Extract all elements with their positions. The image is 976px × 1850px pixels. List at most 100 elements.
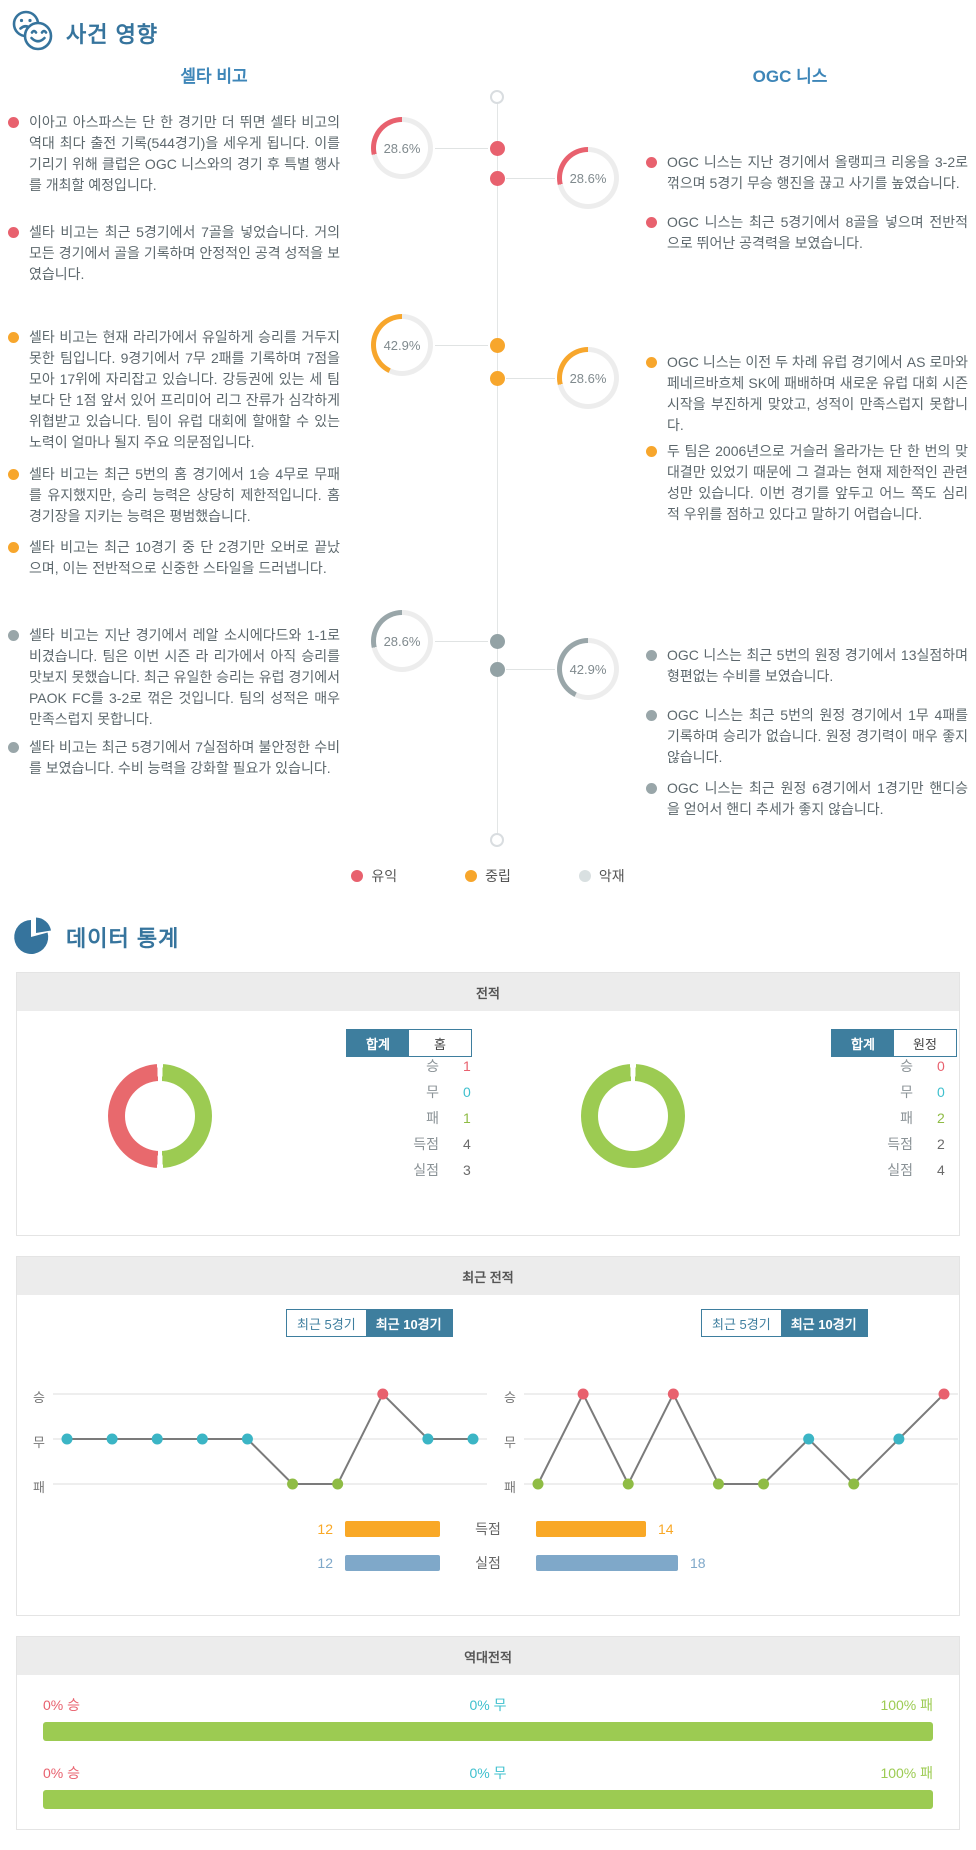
bullet-dot-icon — [646, 157, 657, 168]
impact-ring: 28.6% — [371, 117, 433, 179]
axis-label-draw: 무 — [33, 1435, 45, 1450]
legend-item-neutral: 중립 — [465, 866, 511, 886]
stat-label: 실점 — [413, 1162, 439, 1178]
impact-item: OGC 니스는 지난 경기에서 올랭피크 리옹을 3-2로 꺾으며 5경기 무승… — [646, 152, 968, 194]
tab-last10[interactable]: 최근 10경기 — [780, 1310, 867, 1336]
impact-ring: 42.9% — [371, 314, 433, 376]
impact-item: OGC 니스는 최근 5경기에서 8골을 넣으며 전반적으로 뛰어난 공격력을 … — [646, 212, 968, 254]
stat-label: 패 — [426, 1110, 439, 1126]
record-right-toggle: 합계 원정 — [831, 1029, 957, 1057]
timeline-dot — [489, 370, 505, 386]
form-point-패 — [758, 1478, 770, 1490]
tab-total[interactable]: 합계 — [832, 1030, 894, 1056]
left-goals-bar — [345, 1521, 440, 1537]
record-panel-body: 합계 홈 합계 원정 승 1 무 0 패 1 득점 4 실점 3 승 0 무 0 패 2 득점 2 실점 4 — [17, 1011, 959, 1235]
h2h-draw-label: 0% 무 — [469, 1765, 507, 1781]
right-conceded-value: 18 — [690, 1555, 706, 1571]
axis-label-loss: 패 — [33, 1480, 45, 1495]
tab-last5[interactable]: 최근 5경기 — [702, 1310, 781, 1336]
bullet-dot-icon — [646, 650, 657, 661]
data-stats-title: 데이터 통계 — [66, 926, 180, 951]
recent-form-charts: 승 무 패 승 무 패 — [17, 1295, 959, 1495]
impact-item: 셀타 비고는 최근 10경기 중 단 2경기만 오버로 끝났으며, 이는 전반적… — [8, 537, 340, 579]
stat-value: 0 — [937, 1058, 945, 1074]
stat-label: 패 — [900, 1110, 913, 1126]
tab-home[interactable]: 홈 — [409, 1030, 471, 1056]
impact-item-text: 셀타 비고는 현재 라리가에서 유일하게 승리를 거두지 못한 팀입니다. 9경… — [29, 329, 340, 450]
stat-value: 2 — [937, 1110, 945, 1126]
connector-line — [506, 178, 555, 179]
bullet-dot-icon — [8, 469, 19, 480]
stat-label: 무 — [426, 1084, 439, 1100]
form-point-승 — [667, 1388, 679, 1400]
impact-ring: 42.9% — [557, 638, 619, 700]
impact-item-text: OGC 니스는 최근 5번의 원정 경기에서 1무 4패를 기록하며 승리가 없… — [667, 707, 968, 765]
axis-label-loss: 패 — [504, 1480, 516, 1495]
recent-right-toggle: 최근 5경기 최근 10경기 — [701, 1309, 868, 1337]
axis-label-draw: 무 — [504, 1435, 516, 1450]
tab-away[interactable]: 원정 — [894, 1030, 956, 1056]
pie-chart-icon — [10, 912, 56, 963]
tab-last5[interactable]: 최근 5경기 — [287, 1310, 366, 1336]
impact-percentage: 28.6% — [569, 170, 607, 186]
bullet-dot-icon — [8, 542, 19, 553]
record-stats-left: 승 1 무 0 패 1 득점 4 실점 3 — [347, 1056, 497, 1186]
form-line-chart-left — [53, 1388, 487, 1490]
tab-last10[interactable]: 최근 10경기 — [365, 1310, 452, 1336]
left-conceded-bar-row: 12 — [17, 1555, 440, 1571]
form-point-패 — [287, 1478, 299, 1490]
tab-total[interactable]: 합계 — [347, 1030, 409, 1056]
connector-line — [506, 378, 555, 379]
left-conceded-bar — [345, 1555, 440, 1571]
form-point-패 — [332, 1478, 344, 1490]
h2h-labels: 0% 승 0% 무 100% 패 — [43, 1695, 933, 1715]
impact-percentage: 28.6% — [383, 633, 421, 649]
legend-label: 중립 — [485, 868, 511, 884]
negative-dot-icon — [578, 870, 591, 882]
stat-row: 실점 4 — [821, 1160, 971, 1186]
legend-item-negative: 악재 — [578, 866, 625, 886]
timeline-endpoint-top — [490, 90, 504, 104]
impact-item: 셀타 비고는 지난 경기에서 레알 소시에다드와 1-1로 비겼습니다. 팀은 … — [8, 625, 340, 730]
form-point-패 — [848, 1478, 860, 1490]
h2h-panel-body: 0% 승 0% 무 100% 패 0% 승 0% 무 100% 패 — [17, 1675, 959, 1829]
form-line-chart-right — [524, 1388, 958, 1490]
impact-percentage: 28.6% — [383, 140, 421, 156]
left-goals-bar-row: 12 — [17, 1521, 440, 1537]
bullet-dot-icon — [646, 446, 657, 457]
h2h-bar — [43, 1790, 933, 1809]
form-point-승 — [577, 1388, 589, 1400]
goals-label: 득점 — [475, 1521, 501, 1537]
timeline-line — [497, 97, 498, 840]
bullet-dot-icon — [646, 783, 657, 794]
data-stats-header: 데이터 통계 — [0, 904, 976, 960]
stat-value: 3 — [463, 1162, 471, 1178]
goals-bars: 12 득점 14 12 실점 18 — [17, 1519, 959, 1573]
impact-ring: 28.6% — [371, 610, 433, 672]
impact-item: 이아고 아스파스는 단 한 경기만 더 뛰면 셀타 비고의 역대 최다 출전 기… — [8, 112, 340, 196]
recent-panel-body: 최근 5경기 최근 10경기 최근 5경기 최근 10경기 승 무 패 — [17, 1295, 959, 1615]
form-point-승 — [938, 1388, 950, 1400]
left-team-title: 셀타 비고 — [180, 67, 248, 86]
impact-percentage: 42.9% — [569, 661, 607, 677]
axis-label-win: 승 — [33, 1390, 45, 1405]
form-point-무 — [61, 1433, 73, 1445]
h2h-win-label: 0% 승 — [43, 1697, 81, 1713]
neutral-dot-icon — [465, 870, 478, 882]
axis-label-win: 승 — [504, 1390, 516, 1405]
legend-item-positive: 유익 — [351, 866, 397, 886]
bullet-dot-icon — [8, 742, 19, 753]
impact-item-text: 셀타 비고는 최근 10경기 중 단 2경기만 오버로 끝났으며, 이는 전반적… — [29, 539, 340, 576]
recent-left-toggle: 최근 5경기 최근 10경기 — [286, 1309, 453, 1337]
h2h-bar-segment-loss — [43, 1722, 933, 1741]
stat-label: 승 — [426, 1058, 439, 1074]
h2h-bar — [43, 1722, 933, 1741]
event-impact-timeline: 셀타 비고 OGC 니스 28.6% 28.6% 이아고 아스파스는 단 한 경기만… — [0, 56, 976, 856]
right-goals-bar-row: 14 — [536, 1521, 959, 1537]
impact-item-text: 셀타 비고는 지난 경기에서 레알 소시에다드와 1-1로 비겼습니다. 팀은 … — [29, 627, 340, 727]
